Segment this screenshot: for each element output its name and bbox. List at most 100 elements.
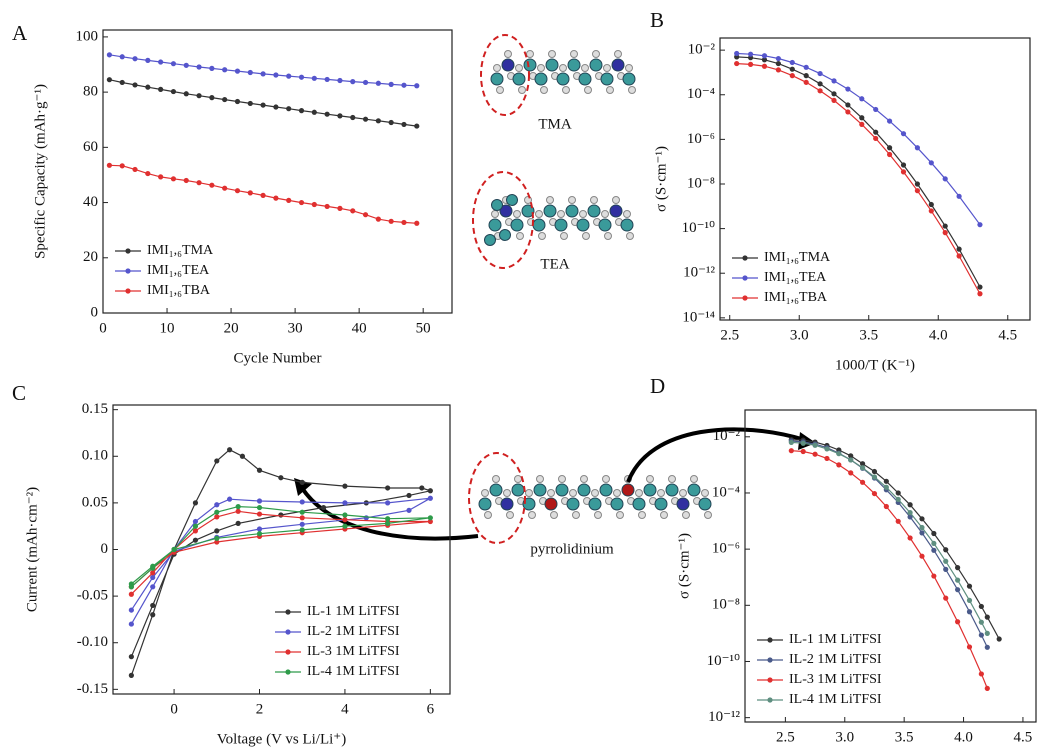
data-point xyxy=(931,573,937,579)
data-point xyxy=(984,614,990,620)
atom-h xyxy=(518,86,526,94)
panel-label: B xyxy=(650,8,664,32)
atom-h xyxy=(616,511,624,519)
atom xyxy=(501,58,515,72)
x-tick-label: 4.5 xyxy=(998,327,1017,343)
data-point xyxy=(214,509,220,515)
data-point xyxy=(256,467,263,473)
data-point xyxy=(406,492,412,499)
data-point xyxy=(812,442,818,448)
data-point xyxy=(375,216,381,222)
atom-h xyxy=(581,64,589,72)
atom-h xyxy=(515,64,523,72)
atom xyxy=(556,72,570,86)
data-point xyxy=(150,574,156,581)
y-tick-label: 10⁻² xyxy=(713,428,741,444)
atom-h xyxy=(547,489,555,497)
data-point xyxy=(342,517,348,523)
x-tick-label: 3.0 xyxy=(790,327,809,343)
data-point xyxy=(214,502,220,508)
data-point xyxy=(234,68,241,74)
data-point xyxy=(812,451,818,457)
data-point xyxy=(955,587,961,593)
data-point xyxy=(886,118,893,124)
data-point xyxy=(943,547,949,553)
data-point xyxy=(183,177,189,184)
y-tick-label: 10⁻⁸ xyxy=(687,175,715,191)
y-tick-label: 100 xyxy=(76,28,99,44)
data-point xyxy=(239,453,246,459)
legend-marker xyxy=(767,657,773,663)
y-axis-label: σ (S·cm⁻¹) xyxy=(653,146,669,212)
data-point xyxy=(311,75,317,81)
atom-h xyxy=(526,50,534,58)
data-point xyxy=(222,67,228,73)
atom xyxy=(654,497,668,511)
data-point xyxy=(388,119,394,126)
data-point xyxy=(931,540,937,547)
atom-h xyxy=(594,511,602,519)
atom-h xyxy=(626,232,634,240)
data-point xyxy=(128,672,134,678)
y-tick-label: 60 xyxy=(83,139,98,155)
atom-h xyxy=(538,232,546,240)
atom xyxy=(632,497,646,511)
atom xyxy=(543,204,557,218)
data-point xyxy=(871,468,878,475)
data-point xyxy=(298,74,305,80)
data-point xyxy=(150,570,156,576)
data-point xyxy=(170,88,177,95)
data-point xyxy=(299,499,305,505)
y-tick-label: -0.15 xyxy=(77,681,108,697)
legend-marker xyxy=(125,288,131,294)
data-point xyxy=(817,88,823,94)
data-point xyxy=(196,93,202,99)
atom-h xyxy=(484,511,492,519)
molecule-decor xyxy=(478,50,712,519)
data-point xyxy=(385,485,391,491)
atom-h xyxy=(590,196,598,204)
data-point xyxy=(299,515,305,521)
data-point xyxy=(311,109,317,115)
x-tick-label: 10 xyxy=(160,320,175,336)
data-point xyxy=(286,106,292,112)
data-point xyxy=(803,73,809,79)
data-point xyxy=(385,500,391,506)
data-point xyxy=(256,511,263,517)
x-tick-label: 3.5 xyxy=(859,327,878,343)
y-tick-label: -0.05 xyxy=(77,588,108,604)
data-point xyxy=(401,219,407,226)
y-tick-label: 10⁻⁴ xyxy=(687,86,715,102)
data-point xyxy=(873,135,879,142)
data-point xyxy=(836,462,842,468)
y-tick-label: 10⁻² xyxy=(688,42,716,58)
data-point xyxy=(831,91,837,97)
atom-h xyxy=(660,511,668,519)
data-point xyxy=(170,176,177,182)
legend-marker xyxy=(285,609,291,615)
legend-label: IL-1 1M LiTFSI xyxy=(789,632,882,647)
data-point xyxy=(273,104,279,110)
data-point xyxy=(350,79,356,85)
legend-marker xyxy=(285,649,291,655)
atom xyxy=(589,58,603,72)
atom-h xyxy=(584,86,592,94)
atom-h xyxy=(525,489,533,497)
data-point xyxy=(342,512,348,518)
data-point xyxy=(848,453,854,459)
data-point xyxy=(234,188,241,194)
legend-label: IL-2 1M LiTFSI xyxy=(789,652,882,667)
x-axis-label: Cycle Number xyxy=(234,350,322,366)
data-point xyxy=(128,654,134,660)
legend-label: IL-4 1M LiTFSI xyxy=(789,692,882,707)
data-point xyxy=(227,496,233,502)
y-tick-label: 80 xyxy=(83,84,98,100)
data-point xyxy=(942,176,948,182)
legend-marker xyxy=(285,669,291,675)
atom-h xyxy=(550,511,558,519)
x-tick-label: 2.5 xyxy=(720,327,739,343)
atom-h xyxy=(569,489,577,497)
atom-h xyxy=(540,86,548,94)
atom-h xyxy=(635,489,643,497)
x-tick-label: 0 xyxy=(99,320,107,336)
